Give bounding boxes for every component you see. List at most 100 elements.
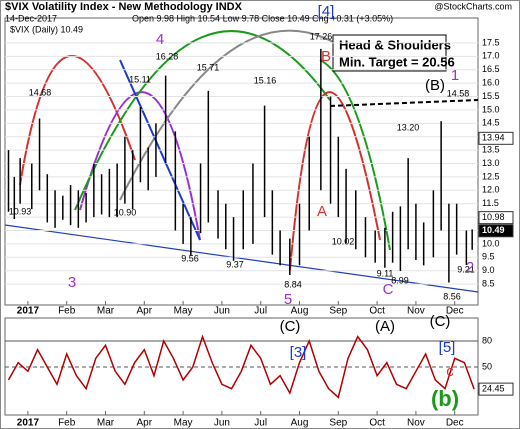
price-annotation: 15.11 (129, 74, 151, 84)
price-tag-box (478, 211, 514, 225)
price-tag: 24.45 (482, 383, 505, 393)
wave-label: c (446, 363, 454, 380)
y-tick-label: 80 (482, 335, 492, 345)
price-annotation: 8.84 (284, 279, 302, 289)
x-tick-label: 2017 (17, 418, 40, 429)
wave-label: (A) (375, 318, 395, 335)
price-annotation: 13.20 (397, 122, 420, 132)
x-tick-label: Jul (254, 306, 267, 317)
legend: $VIX (Daily) 10.49 (10, 24, 83, 34)
x-tick-label: May (174, 306, 193, 317)
x-tick-label: Jun (214, 306, 230, 317)
price-annotation: 8.99 (391, 275, 409, 285)
price-annotation: 9.37 (226, 259, 244, 269)
x-tick-label: Feb (58, 306, 76, 317)
y-tick-label: 14.5 (482, 118, 500, 128)
note: Min. Target = 20.56 (339, 54, 455, 69)
y-tick-label: 50 (482, 361, 492, 371)
wave-label: [4] (318, 3, 335, 20)
x-tick-label: Oct (369, 418, 385, 429)
price-annotation: 10.93 (9, 206, 32, 216)
x-tick-label: May (174, 418, 193, 429)
y-tick-label: 9.0 (482, 265, 495, 275)
y-tick-label: 16.5 (482, 64, 500, 74)
y-tick-label: 13.0 (482, 158, 500, 168)
x-tick-label: Apr (137, 418, 153, 429)
x-tick-label: Nov (407, 418, 425, 429)
y-tick-label: 17.0 (482, 51, 500, 61)
wave-label: 4 (156, 31, 164, 48)
x-tick-label: Dec (446, 306, 464, 317)
y-tick-label: 8.5 (482, 278, 495, 288)
price-annotation: 14.58 (447, 88, 470, 98)
x-tick-label: Dec (446, 418, 464, 429)
arc (289, 91, 381, 271)
neckline (329, 99, 479, 107)
y-tick-label: 13.5 (482, 144, 500, 154)
arc (79, 91, 201, 241)
x-tick-label: Sep (329, 418, 347, 429)
wave-label: 3 (68, 274, 76, 291)
y-tick-label: 15.0 (482, 104, 500, 114)
price-annotation: 8.56 (443, 291, 461, 301)
price-tag-box (478, 382, 514, 396)
price-annotation: 15.16 (254, 75, 277, 85)
y-tick-label: 11.5 (482, 198, 499, 208)
wave-label: (b) (431, 386, 459, 411)
x-tick-label: Mar (97, 418, 115, 429)
note-box (332, 34, 447, 72)
y-tick-label: 17.5 (482, 37, 500, 47)
price-annotation: 15.71 (197, 62, 220, 72)
date: 14-Dec-2017 (5, 13, 57, 23)
arc (119, 29, 361, 201)
x-tick-label: 2017 (17, 306, 40, 317)
price-annotation: 9.56 (181, 253, 199, 263)
trendline (4, 224, 479, 293)
y-tick-label: 9.5 (482, 252, 495, 262)
price-tag: 13.94 (482, 133, 505, 143)
wave-label: (B) (425, 77, 445, 94)
y-tick-label: 10.0 (482, 238, 500, 248)
wave-label: (C) (280, 318, 301, 335)
wave-label: B (321, 48, 331, 65)
credit: @StockCharts.com (434, 1, 512, 11)
x-tick-label: Jun (214, 418, 230, 429)
x-tick-label: Apr (137, 306, 153, 317)
y-tick-label: 12.0 (482, 185, 500, 195)
y-tick-label: 12.5 (482, 171, 500, 181)
quote: Open 9.98 High 10.54 Low 9.78 Close 10.4… (132, 13, 393, 23)
price-annotation: 9.11 (377, 268, 394, 278)
wave-label: C (383, 281, 394, 298)
price-annotation: 14.68 (29, 87, 52, 97)
arc (74, 30, 331, 211)
x-tick-label: Oct (369, 306, 385, 317)
x-tick-label: Feb (58, 418, 76, 429)
wave-label: [5] (439, 339, 456, 356)
x-tick-label: Jul (254, 418, 267, 429)
arc (319, 59, 391, 251)
wave-label: 2 (466, 259, 474, 276)
x-tick-label: Mar (97, 306, 115, 317)
y-tick-label: 15.5 (482, 91, 500, 101)
wave-label: [3] (290, 344, 307, 361)
price-annotation: 16.28 (156, 51, 179, 61)
wave-label: (C) (430, 313, 451, 330)
price-tag: 10.98 (482, 212, 505, 222)
price-annotation: 10.90 (114, 207, 137, 217)
price-tag-box (478, 131, 514, 145)
price-tag-box (478, 224, 514, 238)
wave-label: 1 (451, 67, 459, 84)
oscillator-line (7, 334, 475, 399)
y-tick-label: 16.0 (482, 77, 500, 87)
price-annotation: 10.02 (332, 236, 355, 246)
x-tick-label: Nov (407, 306, 425, 317)
chart-title: $VIX Volatility Index - New Methodology … (5, 1, 243, 13)
x-tick-label: Aug (291, 418, 309, 429)
wave-label: A (317, 203, 327, 220)
price-annotation: 9.21 (457, 264, 475, 274)
note: Head & Shoulders (339, 37, 451, 52)
x-tick-label: Aug (291, 306, 309, 317)
price-annotation: 17.26 (310, 31, 333, 41)
x-tick-label: Sep (329, 306, 347, 317)
